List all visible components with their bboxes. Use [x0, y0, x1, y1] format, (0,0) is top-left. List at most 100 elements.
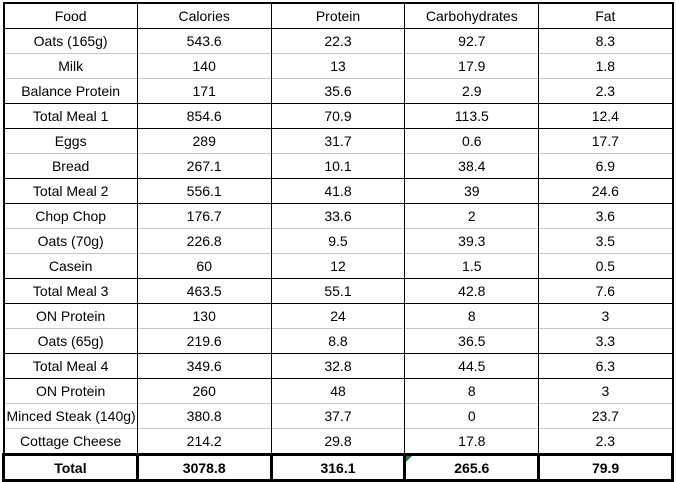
- carbohydrates-cell[interactable]: 92.7: [404, 28, 539, 54]
- food-cell[interactable]: Total Meal 1: [3, 103, 138, 129]
- carbohydrates-cell[interactable]: 38.4: [404, 153, 539, 179]
- food-cell[interactable]: Eggs: [3, 128, 138, 154]
- fat-cell[interactable]: 2.3: [538, 78, 673, 104]
- carbohydrates-cell[interactable]: 2: [404, 203, 539, 229]
- food-cell[interactable]: Total Meal 3: [3, 278, 138, 304]
- fat-cell[interactable]: 3.3: [538, 328, 673, 354]
- fat-cell[interactable]: 8.3: [538, 28, 673, 54]
- table-row: Milk 140 13 17.9 1.8: [3, 53, 673, 79]
- food-cell[interactable]: Total: [2, 453, 139, 482]
- carbohydrates-cell[interactable]: 17.8: [404, 428, 539, 455]
- fat-cell[interactable]: 3.6: [538, 203, 673, 229]
- fat-cell[interactable]: 3: [538, 378, 673, 404]
- food-cell[interactable]: Milk: [3, 53, 138, 79]
- fat-cell[interactable]: 79.9: [537, 453, 674, 482]
- fat-cell[interactable]: 0.5: [538, 253, 673, 279]
- food-cell[interactable]: Bread: [3, 153, 138, 179]
- food-cell[interactable]: Oats (65g): [3, 328, 138, 354]
- carbohydrates-cell[interactable]: 1.5: [404, 253, 539, 279]
- calories-cell[interactable]: 214.2: [136, 428, 272, 455]
- fat-cell[interactable]: 7.6: [538, 278, 673, 304]
- table-row: Total 3078.8 316.1 265.6 79.9: [2, 453, 674, 482]
- food-cell[interactable]: Casein: [3, 253, 138, 279]
- calories-cell[interactable]: 289: [136, 128, 272, 154]
- fat-cell[interactable]: 3.5: [538, 228, 673, 254]
- column-header-fat[interactable]: Fat: [538, 3, 673, 29]
- protein-cell[interactable]: 29.8: [270, 428, 405, 455]
- table-row: Total Meal 4 349.6 32.8 44.5 6.3: [3, 353, 673, 379]
- carbohydrates-cell[interactable]: 39: [404, 178, 539, 204]
- fat-cell[interactable]: 6.9: [538, 153, 673, 179]
- protein-cell[interactable]: 55.1: [270, 278, 405, 304]
- food-cell[interactable]: Minced Steak (140g): [3, 403, 138, 429]
- fat-cell[interactable]: 1.8: [538, 53, 673, 79]
- protein-cell[interactable]: 70.9: [270, 103, 405, 129]
- protein-cell[interactable]: 35.6: [270, 78, 405, 104]
- carbohydrates-cell[interactable]: 0: [404, 403, 539, 429]
- carbohydrates-cell[interactable]: 8: [404, 303, 539, 329]
- calories-cell[interactable]: 543.6: [136, 28, 272, 54]
- fat-cell[interactable]: 12.4: [538, 103, 673, 129]
- protein-cell[interactable]: 48: [270, 378, 405, 404]
- calories-cell[interactable]: 130: [136, 303, 272, 329]
- calories-cell[interactable]: 219.6: [136, 328, 272, 354]
- fat-cell[interactable]: 17.7: [538, 128, 673, 154]
- calories-cell[interactable]: 171: [136, 78, 272, 104]
- protein-cell[interactable]: 8.8: [270, 328, 405, 354]
- carbohydrates-cell[interactable]: 8: [404, 378, 539, 404]
- food-cell[interactable]: ON Protein: [3, 303, 138, 329]
- fat-cell[interactable]: 23.7: [538, 403, 673, 429]
- calories-cell[interactable]: 226.8: [136, 228, 272, 254]
- carbohydrates-cell[interactable]: 42.8: [404, 278, 539, 304]
- carbohydrates-cell[interactable]: 113.5: [404, 103, 539, 129]
- protein-cell[interactable]: 24: [270, 303, 405, 329]
- carbohydrates-cell[interactable]: 17.9: [404, 53, 539, 79]
- carbohydrates-cell[interactable]: 36.5: [404, 328, 539, 354]
- fat-cell[interactable]: 24.6: [538, 178, 673, 204]
- protein-cell[interactable]: 13: [270, 53, 405, 79]
- column-header-protein[interactable]: Protein: [270, 3, 405, 29]
- calories-cell[interactable]: 3078.8: [135, 453, 273, 482]
- carbohydrates-cell[interactable]: 0.6: [404, 128, 539, 154]
- food-cell[interactable]: Cottage Cheese: [3, 428, 138, 455]
- carbohydrates-cell[interactable]: 265.6: [403, 453, 541, 482]
- calories-cell[interactable]: 60: [136, 253, 272, 279]
- calories-cell[interactable]: 463.5: [136, 278, 272, 304]
- calories-cell[interactable]: 140: [136, 53, 272, 79]
- fat-cell[interactable]: 2.3: [538, 428, 673, 455]
- column-header-carbohydrates[interactable]: Carbohydrates: [404, 3, 539, 29]
- protein-cell[interactable]: 12: [270, 253, 405, 279]
- food-cell[interactable]: Oats (165g): [3, 28, 138, 54]
- calories-cell[interactable]: 267.1: [136, 153, 272, 179]
- fat-cell[interactable]: 6.3: [538, 353, 673, 379]
- column-header-food[interactable]: Food: [3, 3, 138, 29]
- protein-cell[interactable]: 31.7: [270, 128, 405, 154]
- column-header-calories[interactable]: Calories: [136, 3, 272, 29]
- table-row: ON Protein 130 24 8 3: [3, 303, 673, 329]
- calories-cell[interactable]: 854.6: [136, 103, 272, 129]
- food-cell[interactable]: Chop Chop: [3, 203, 138, 229]
- food-cell[interactable]: Total Meal 2: [3, 178, 138, 204]
- carbohydrates-cell[interactable]: 39.3: [404, 228, 539, 254]
- calories-cell[interactable]: 556.1: [136, 178, 272, 204]
- table-row: Eggs 289 31.7 0.6 17.7: [3, 128, 673, 154]
- carbohydrates-cell[interactable]: 2.9: [404, 78, 539, 104]
- protein-cell[interactable]: 22.3: [270, 28, 405, 54]
- food-cell[interactable]: Oats (70g): [3, 228, 138, 254]
- food-cell[interactable]: ON Protein: [3, 378, 138, 404]
- calories-cell[interactable]: 380.8: [136, 403, 272, 429]
- protein-cell[interactable]: 10.1: [270, 153, 405, 179]
- protein-cell[interactable]: 41.8: [270, 178, 405, 204]
- protein-cell[interactable]: 9.5: [270, 228, 405, 254]
- fat-cell[interactable]: 3: [538, 303, 673, 329]
- protein-cell[interactable]: 33.6: [270, 203, 405, 229]
- food-cell[interactable]: Total Meal 4: [3, 353, 138, 379]
- protein-cell[interactable]: 37.7: [270, 403, 405, 429]
- carbohydrates-cell[interactable]: 44.5: [404, 353, 539, 379]
- calories-cell[interactable]: 349.6: [136, 353, 272, 379]
- calories-cell[interactable]: 260: [136, 378, 272, 404]
- protein-cell[interactable]: 32.8: [270, 353, 405, 379]
- protein-cell[interactable]: 316.1: [269, 453, 407, 482]
- food-cell[interactable]: Balance Protein: [3, 78, 138, 104]
- calories-cell[interactable]: 176.7: [136, 203, 272, 229]
